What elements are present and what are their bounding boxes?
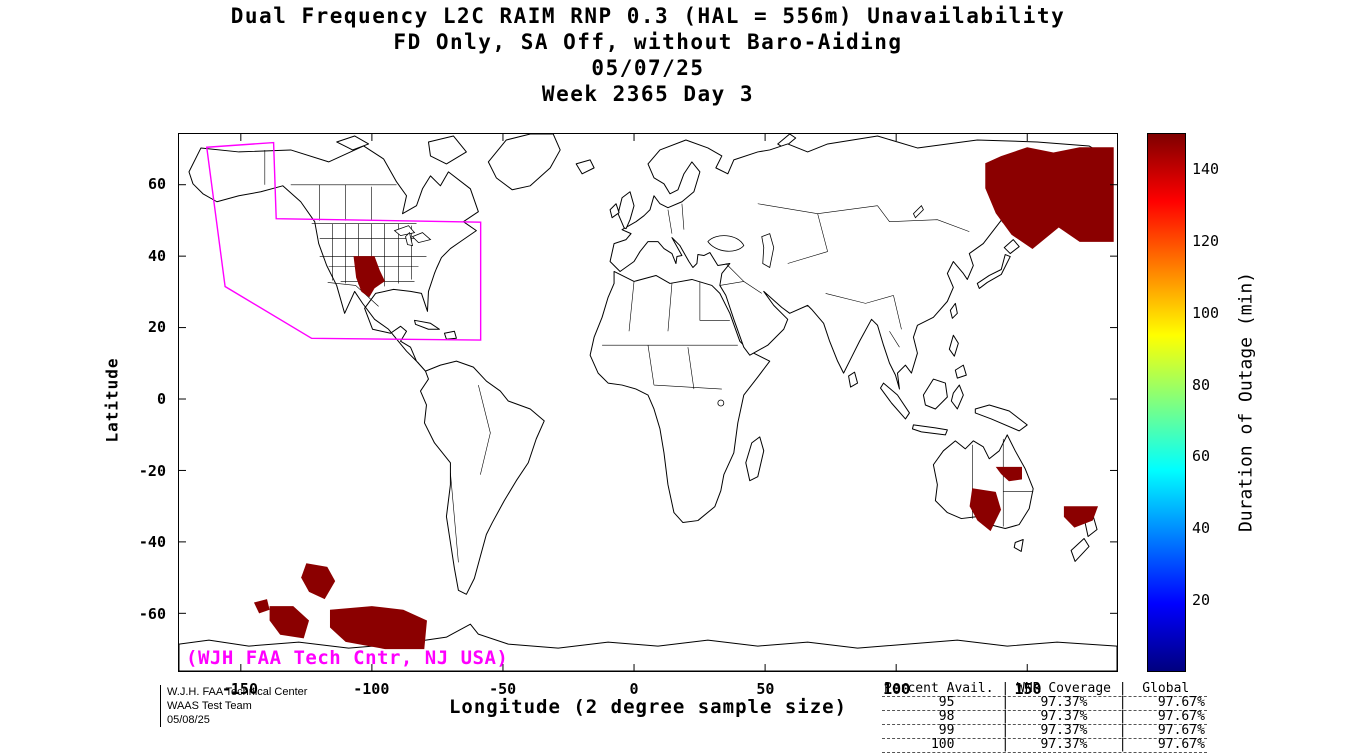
stats-table-header: Percent Avail. | WNR Coverage | Global [882, 682, 1207, 697]
colorbar [1147, 133, 1186, 672]
x-tick-label: -100 [353, 680, 390, 698]
stats-table-row: 99 | 97.37% | 97.67% [882, 723, 1207, 739]
outage-region-south-pacific-1 [301, 563, 336, 600]
colorbar-tick-label: 140 [1192, 159, 1220, 178]
colorbar-tick-label: 40 [1192, 519, 1211, 538]
y-tick-label: -60 [138, 605, 166, 624]
title-week-day: Week 2365 Day 3 [541, 82, 755, 106]
title-date: 05/07/25 [591, 56, 705, 80]
map-plot-area: (WJH FAA Tech Cntr, NJ USA) [178, 133, 1118, 672]
outage-region-south-pacific-3 [269, 606, 310, 639]
availability-stats-table: Percent Avail. | WNR Coverage | Global 9… [882, 682, 1207, 753]
outage-region-queensland [995, 466, 1023, 482]
x-tick-label: -150 [221, 680, 258, 698]
colorbar-tick-label: 60 [1192, 447, 1211, 466]
x-tick-label: 0 [629, 680, 639, 698]
colorbar-tick-label: 100 [1192, 303, 1220, 322]
outage-data-layer [205, 141, 1114, 650]
y-tick-label: 0 [156, 390, 166, 408]
credit-line-2: WAAS Test Team [167, 700, 252, 712]
colorbar-label: Duration of Outage (min) [1235, 271, 1257, 533]
outage-region-south-pacific-4 [329, 606, 427, 650]
title-line-2: FD Only, SA Off, without Baro-Aiding [393, 30, 903, 54]
colorbar-tick-label: 120 [1192, 231, 1220, 250]
outage-region-south-pacific-2 [253, 599, 270, 614]
y-tick-label: 20 [147, 318, 166, 337]
y-tick-label: 40 [147, 246, 166, 265]
x-tick-label: -50 [489, 680, 517, 698]
colorbar-tick-label: 80 [1192, 375, 1211, 394]
waas-site-label: (WJH FAA Tech Cntr, NJ USA) [186, 647, 509, 669]
title-block: Dual Frequency L2C RAIM RNP 0.3 (HAL = 5… [178, 3, 1118, 107]
credit-line-1: W.J.H. FAA Technical Center [167, 686, 308, 698]
colorbar-tick-label: 20 [1192, 591, 1211, 610]
credit-line-3: 05/08/25 [167, 714, 210, 726]
axis-ticks-layer [179, 134, 1117, 671]
outage-region-south-australia [969, 488, 1002, 532]
title-line-1: Dual Frequency L2C RAIM RNP 0.3 (HAL = 5… [230, 4, 1066, 28]
x-tick-label: 100 [883, 680, 911, 698]
x-axis-label: Longitude (2 degree sample size) [448, 696, 848, 718]
waas-coverage-boundary [205, 141, 482, 341]
stats-table-row: 98 | 97.37% | 97.67% [882, 709, 1207, 725]
stats-table-row: 100 | 97.37% | 97.67% [882, 737, 1207, 753]
stats-table-row: 95 | 97.37% | 97.67% [882, 695, 1207, 711]
x-tick-label: 50 [756, 680, 775, 698]
coastlines [179, 134, 1117, 671]
y-tick-label: -40 [138, 533, 166, 552]
credit-block: W.J.H. FAA Technical Center WAAS Test Te… [160, 685, 307, 727]
outage-region-northeast-asia [985, 147, 1114, 249]
x-tick-label: 150 [1014, 680, 1042, 698]
y-tick-label: -20 [138, 461, 166, 480]
outage-region-tasman-sea [1063, 506, 1099, 528]
world-map [179, 134, 1117, 671]
outage-region-south-central-us [353, 256, 385, 298]
y-tick-label: 60 [147, 174, 166, 193]
lakes [393, 205, 924, 407]
